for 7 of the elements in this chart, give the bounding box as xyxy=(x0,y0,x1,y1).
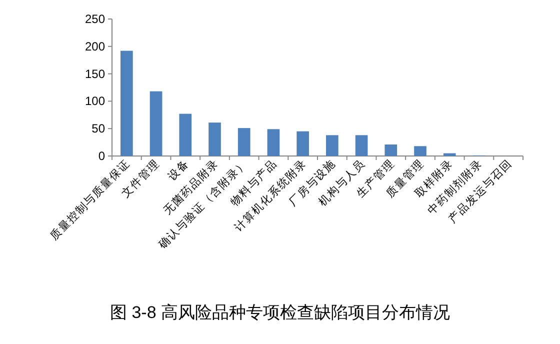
text: 图 3-8 高风险品种专项检查缺陷项目分布情况 xyxy=(110,303,450,322)
y-tick-label: 100 xyxy=(84,94,106,108)
y-tick-label: 200 xyxy=(84,39,106,54)
y-tick-label: 150 xyxy=(84,66,106,81)
y-tick-label: 250 xyxy=(84,12,106,26)
y-tick-label: 50 xyxy=(92,122,106,136)
y-tick-label: 0 xyxy=(98,149,106,163)
